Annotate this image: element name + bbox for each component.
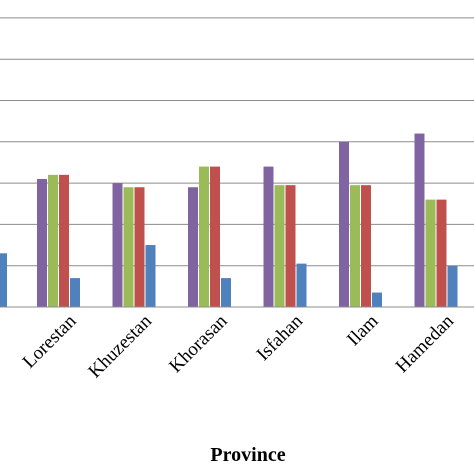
bar-khuzestan-series-4	[145, 245, 156, 307]
bar-isfahan-series-1	[263, 166, 274, 307]
bar-hamedan-series-3	[436, 199, 447, 307]
bar-isfahan-series-4	[296, 263, 307, 307]
bar-hamedan-series-2	[425, 199, 436, 307]
bar-khorasan-series-4	[221, 278, 231, 307]
bar-khuzestan-series-3	[134, 187, 145, 307]
bar-ilam-series-2	[350, 185, 360, 307]
bar-hamedan-series-4	[447, 265, 458, 307]
bar-khuzestan-series-2	[123, 187, 134, 307]
bar-khuzestan-series-1	[112, 183, 123, 307]
bar-lorestan-series-1	[37, 178, 47, 307]
bar-khorasan-series-1	[188, 187, 198, 307]
x-tick-label-isfahan: Isfahan	[253, 310, 308, 365]
bar-isfahan-series-3	[285, 185, 296, 307]
x-tick-label-khorasan: Khorasan	[165, 310, 232, 377]
bar-ilam-series-3	[361, 185, 371, 307]
bar-hamedan-series-1	[414, 133, 425, 307]
bar-lorestan-series-2	[48, 174, 58, 307]
bar-ilam-series-4	[372, 292, 382, 307]
bar-lorestan-series-4	[70, 278, 80, 307]
bar-lorestan-series-3	[59, 174, 69, 307]
bar-isfahan-series-2	[274, 185, 285, 307]
bar-ilam-series-1	[339, 141, 349, 307]
x-axis-title: Province	[210, 444, 285, 466]
bars	[0, 133, 458, 307]
x-tick-labels: Lorestan Khuzestan Khorasan Isfahan Ilam Hame…	[19, 310, 459, 382]
gridlines	[0, 17, 474, 267]
x-tick-label-hamedan: Hamedan	[392, 310, 459, 377]
bar-khorasan-series-2	[199, 166, 209, 307]
x-tick-label-khuzestan: Khuzestan	[84, 310, 156, 382]
x-tick-label-ilam: Ilam	[343, 311, 383, 351]
x-tick-label-lorestan: Lorestan	[19, 310, 81, 372]
bar-khorasan-series-3	[210, 166, 220, 307]
bar-partial-left	[0, 253, 7, 307]
